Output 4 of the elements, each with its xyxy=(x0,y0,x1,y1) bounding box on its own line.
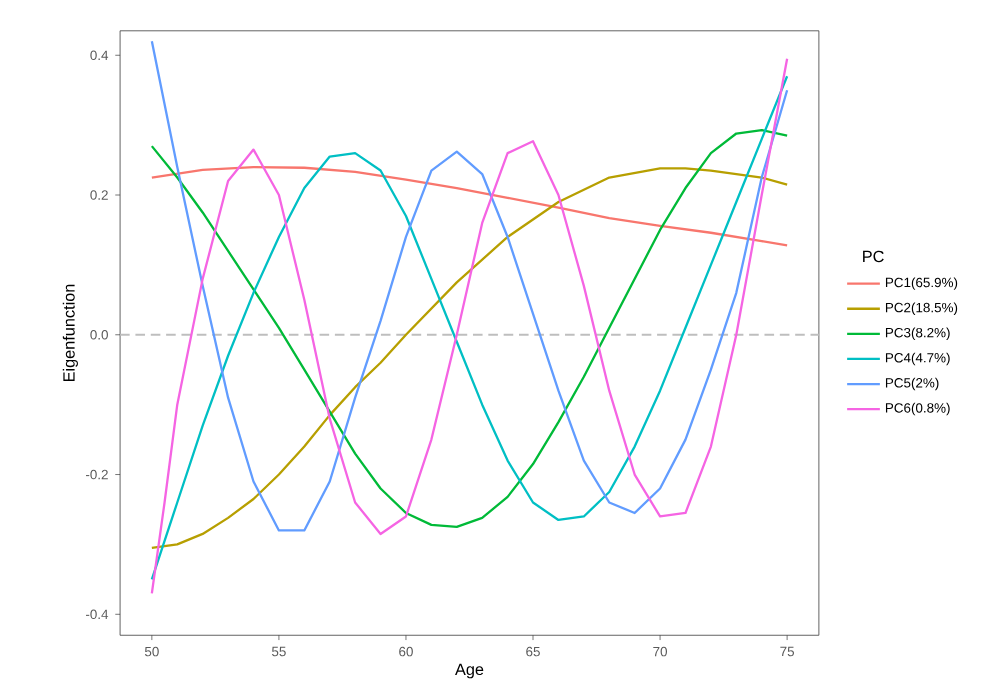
line-series xyxy=(150,166,789,247)
x-axis-title: Age xyxy=(455,664,484,679)
y-axis-title: Eigenfunction xyxy=(62,285,78,382)
legend-title: PC xyxy=(863,250,884,263)
